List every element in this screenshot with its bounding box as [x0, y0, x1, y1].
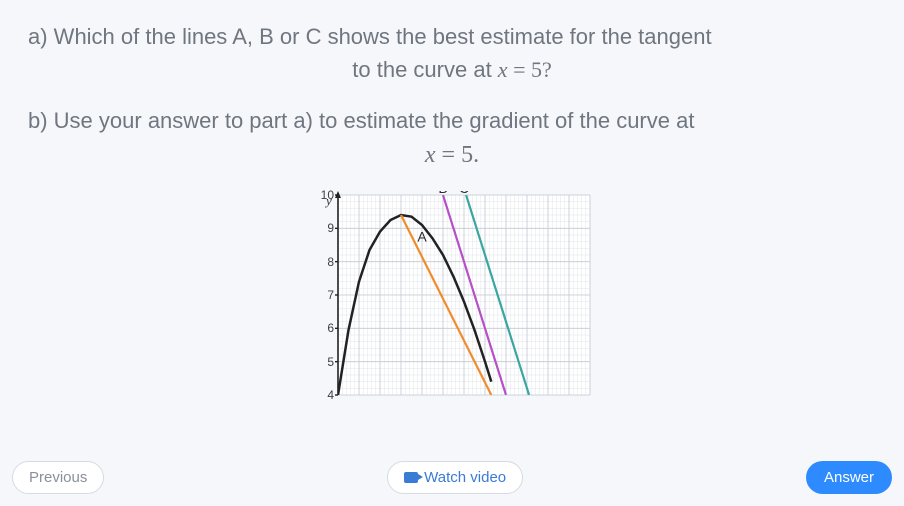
- qb-line1: b) Use your answer to part a) to estimat…: [28, 104, 876, 137]
- tangent-chart: ABC45678910y: [302, 191, 602, 411]
- y-tick: 5: [312, 355, 334, 369]
- y-tick: 7: [312, 288, 334, 302]
- svg-text:C: C: [459, 191, 469, 196]
- svg-text:A: A: [417, 228, 427, 244]
- y-tick: 8: [312, 255, 334, 269]
- previous-button[interactable]: Previous: [12, 461, 104, 494]
- y-axis-label: y: [326, 193, 332, 209]
- answer-button[interactable]: Answer: [806, 461, 892, 494]
- qb-line2: x = 5.: [28, 137, 876, 173]
- y-tick: 6: [312, 321, 334, 335]
- bottom-bar: Previous Watch video Answer: [0, 461, 904, 494]
- watch-video-button[interactable]: Watch video: [387, 461, 523, 494]
- y-tick: 9: [312, 221, 334, 235]
- qa-line2: to the curve at x = 5?: [28, 53, 876, 86]
- question-a: a) Which of the lines A, B or C shows th…: [28, 20, 876, 86]
- y-tick: 4: [312, 388, 334, 402]
- video-icon: [404, 472, 418, 483]
- question-b: b) Use your answer to part a) to estimat…: [28, 104, 876, 173]
- svg-text:B: B: [438, 191, 447, 196]
- qa-line1: a) Which of the lines A, B or C shows th…: [28, 20, 876, 53]
